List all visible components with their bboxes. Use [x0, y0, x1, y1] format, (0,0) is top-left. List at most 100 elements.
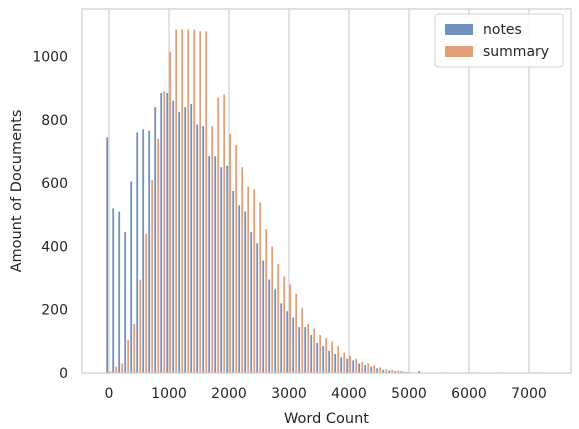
- bar-notes-2100: [232, 191, 235, 373]
- bar-summary-2800: [277, 263, 280, 373]
- legend-label-notes: notes: [483, 22, 522, 38]
- bar-notes-4900: [400, 371, 403, 373]
- bar-notes-4600: [382, 369, 385, 373]
- bar-summary-1000: [169, 51, 172, 373]
- bar-summary-4400: [373, 365, 376, 373]
- bar-notes-1100: [172, 100, 175, 373]
- bar-summary-3900: [343, 352, 346, 373]
- y-tick-label-800: 800: [41, 113, 68, 129]
- legend-swatch-summary: [445, 46, 473, 57]
- bar-summary-200: [121, 363, 124, 373]
- bar-summary-4700: [391, 369, 394, 373]
- bar-notes-1000: [166, 92, 169, 373]
- bar-notes-3700: [328, 350, 331, 373]
- y-tick-label-1000: 1000: [32, 49, 68, 65]
- bar-summary-2600: [265, 228, 268, 373]
- bar-notes-400: [130, 181, 133, 373]
- bar-notes-1300: [184, 107, 187, 374]
- bar-summary-3000: [289, 284, 292, 373]
- bar-notes-3500: [316, 342, 319, 373]
- bar-notes-1200: [178, 111, 181, 373]
- bar-summary-4300: [367, 363, 370, 373]
- bar-notes-4800: [394, 371, 397, 373]
- y-tick-label-0: 0: [59, 366, 68, 382]
- bar-summary-2700: [271, 246, 274, 373]
- bar-summary-2300: [247, 186, 250, 373]
- bar-notes-4500: [376, 368, 379, 373]
- y-tick-label-600: 600: [41, 176, 68, 192]
- bar-summary-3600: [325, 338, 328, 373]
- x-tick-label-4000: 4000: [331, 386, 367, 402]
- bar-summary-3400: [313, 328, 316, 373]
- bar-summary-600: [145, 233, 148, 373]
- bar-notes-4400: [370, 366, 373, 373]
- bars-layer: [106, 29, 541, 374]
- legend-swatch-notes: [445, 24, 473, 35]
- bar-summary-3800: [337, 346, 340, 373]
- bar-summary-3500: [319, 335, 322, 373]
- bar-summary-2200: [241, 167, 244, 373]
- bar-summary-1800: [217, 97, 220, 373]
- x-tick-label-2000: 2000: [211, 386, 247, 402]
- bar-notes-500: [136, 132, 139, 373]
- bar-notes-600: [142, 129, 145, 373]
- x-tick-labels: 0 1000 2000 3000 4000 5000 6000 7000: [105, 386, 547, 402]
- bar-summary-3700: [331, 341, 334, 373]
- bar-notes-3100: [292, 317, 295, 373]
- bar-summary-800: [157, 138, 160, 373]
- bar-summary-3200: [301, 308, 304, 373]
- bar-notes-200: [118, 211, 121, 373]
- legend: notes summary: [434, 13, 564, 68]
- bar-notes-2700: [268, 279, 271, 373]
- bar-notes-2800: [274, 289, 277, 373]
- bar-notes-1700: [208, 156, 211, 373]
- bar-summary-2400: [253, 189, 256, 373]
- bar-notes-3900: [340, 357, 343, 373]
- bar-notes-2600: [262, 260, 265, 373]
- bar-notes-1900: [220, 167, 223, 373]
- bar-summary-3300: [307, 323, 310, 373]
- bar-summary-1500: [199, 31, 202, 373]
- bar-summary-300: [127, 339, 130, 373]
- bar-notes-1800: [214, 156, 217, 373]
- bar-summary-500: [139, 279, 142, 373]
- bar-summary-2900: [283, 276, 286, 373]
- bar-notes-4300: [364, 365, 367, 373]
- x-tick-label-5000: 5000: [391, 386, 427, 402]
- bar-notes-3200: [298, 327, 301, 373]
- y-tick-label-400: 400: [41, 239, 68, 255]
- y-axis-title: Amount of Documents: [9, 110, 25, 273]
- grid-layer: [108, 9, 530, 373]
- x-tick-label-6000: 6000: [451, 386, 487, 402]
- bar-summary-4200: [361, 361, 364, 373]
- bar-notes-1600: [202, 126, 205, 374]
- bar-summary-0: [109, 371, 112, 373]
- bar-summary-2100: [235, 145, 238, 373]
- bar-notes-4100: [352, 360, 355, 373]
- legend-label-summary: summary: [483, 44, 549, 60]
- bar-notes-4700: [388, 370, 391, 373]
- bar-notes-700: [148, 130, 151, 373]
- bar-summary-4900: [403, 371, 406, 373]
- bar-notes-2300: [244, 211, 247, 373]
- bar-summary-4500: [379, 367, 382, 373]
- bar-summary-900: [163, 91, 166, 373]
- bar-notes-1500: [196, 124, 199, 374]
- bar-notes-4200: [358, 363, 361, 373]
- bar-summary-1400: [193, 29, 196, 373]
- bar-notes-2200: [238, 205, 241, 373]
- bar-notes-2000: [226, 165, 229, 373]
- bar-notes-4000: [346, 358, 349, 373]
- bar-notes-2500: [256, 243, 259, 373]
- bar-notes-3400: [310, 335, 313, 373]
- y-tick-labels: 0 200 400 600 800 1000: [32, 49, 68, 382]
- bar-summary-4600: [385, 369, 388, 373]
- bar-notes-0: [106, 137, 109, 373]
- bar-notes-5200: [418, 371, 421, 373]
- bar-summary-2000: [229, 134, 232, 373]
- bar-summary-100: [115, 366, 118, 373]
- x-tick-label-1000: 1000: [151, 386, 187, 402]
- bar-summary-1300: [187, 29, 190, 373]
